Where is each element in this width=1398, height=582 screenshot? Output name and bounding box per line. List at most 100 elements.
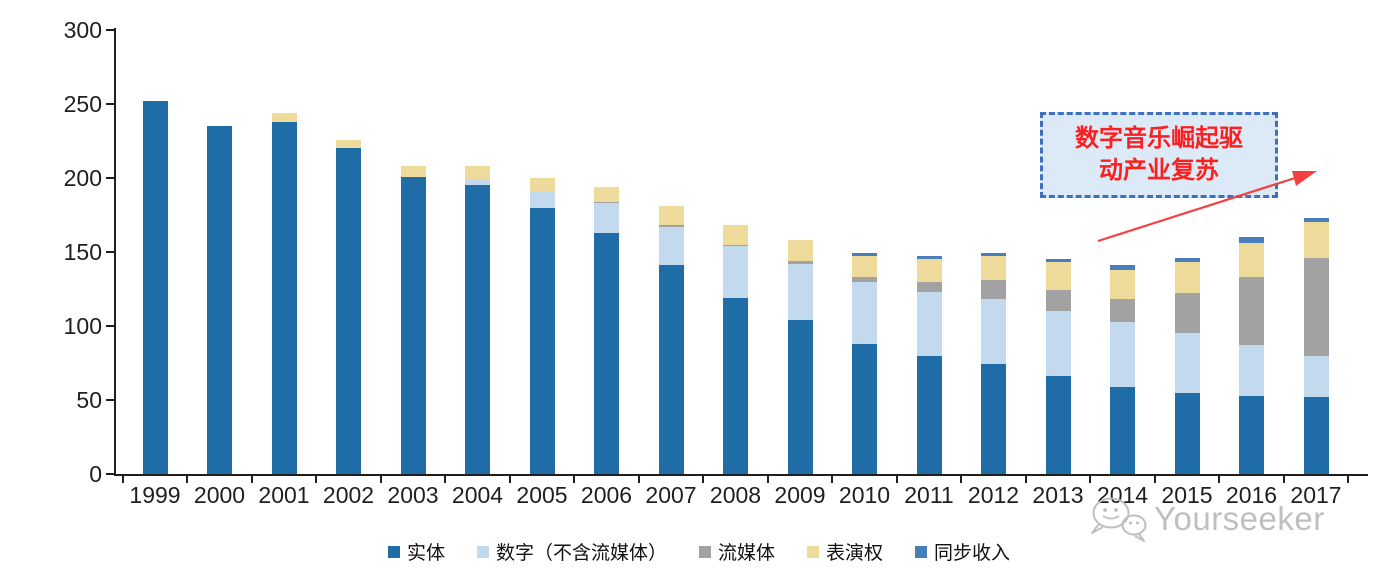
x-axis-label-2017: 2017 (1290, 482, 1342, 508)
x-axis-label-2015: 2015 (1161, 482, 1213, 508)
y-tick-label: 300 (63, 17, 102, 43)
bar-segment-performance-rights-2005 (529, 178, 555, 192)
bar-segment-performance-rights-2006 (594, 186, 619, 202)
x-axis-label-2004: 2004 (451, 482, 504, 508)
y-tick-label: 150 (63, 239, 102, 265)
bar-segment-physical-1999 (142, 101, 168, 474)
bar-segment-digital-excl-streaming-2014 (1110, 321, 1135, 387)
bar-segment-streaming-2008 (723, 244, 748, 247)
y-tick-label: 50 (76, 387, 102, 413)
legend-label-digital-excl-streaming: 数字（不含流媒体） (495, 543, 667, 564)
bar-segment-physical-2012 (981, 364, 1006, 474)
bar-segment-performance-rights-2010 (852, 256, 877, 278)
legend-item-sync-revenue: 同步收入 (915, 538, 1010, 565)
legend-item-streaming: 流媒体 (698, 538, 775, 565)
x-axis-label-2014: 2014 (1096, 482, 1149, 508)
bar-segment-physical-2017 (1303, 397, 1329, 474)
x-tick-mark (960, 476, 963, 483)
x-tick-mark (637, 476, 640, 483)
bar-segment-streaming-2013 (1045, 290, 1071, 312)
y-tick-label: 250 (63, 91, 102, 117)
y-tick-mark (106, 177, 114, 179)
bar-segment-performance-rights-2004 (465, 166, 490, 180)
bar-segment-sync-revenue-2012 (981, 253, 1006, 257)
x-tick-mark (508, 476, 511, 483)
bar-segment-performance-rights-2013 (1045, 262, 1071, 291)
x-tick-mark (250, 476, 253, 483)
bar-segment-digital-excl-streaming-2005 (529, 191, 555, 208)
x-axis-label-2001: 2001 (258, 482, 310, 508)
bar-segment-streaming-2016 (1239, 277, 1264, 346)
bar-segment-digital-excl-streaming-2010 (852, 281, 877, 344)
annotation-text-line2: 动产业复苏 (1099, 157, 1219, 184)
bar-segment-streaming-2014 (1110, 299, 1135, 322)
bar-segment-sync-revenue-2017 (1303, 217, 1329, 223)
x-axis-label-2002: 2002 (322, 482, 375, 508)
watermark-text: Yourseeker (1154, 500, 1325, 537)
y-tick-label: 100 (63, 313, 102, 339)
legend-label-performance-rights: 表演权 (826, 543, 884, 564)
bar-segment-performance-rights-2015 (1174, 262, 1200, 294)
legend-item-digital-excl-streaming: 数字（不含流媒体） (476, 538, 667, 565)
x-axis-label-2012: 2012 (967, 482, 1020, 508)
legend-swatch-performance-rights (807, 545, 819, 558)
bar-segment-sync-revenue-2015 (1174, 257, 1200, 263)
x-tick-mark (766, 476, 769, 483)
bar-segment-performance-rights-2002 (336, 139, 361, 149)
x-tick-mark (831, 476, 834, 483)
y-axis-line (114, 28, 116, 476)
bar-segment-streaming-2009 (787, 260, 813, 264)
legend-item-physical: 实体 (387, 538, 445, 565)
y-tick-label: 0 (89, 461, 102, 487)
bar-segment-digital-excl-streaming-2009 (787, 263, 813, 321)
x-tick-mark (1089, 476, 1092, 483)
y-tick-mark (106, 251, 114, 253)
x-tick-mark (379, 476, 382, 483)
x-axis-label-2010: 2010 (838, 482, 891, 508)
bar-segment-digital-excl-streaming-2013 (1045, 311, 1071, 377)
x-axis-label-2011: 2011 (904, 482, 954, 508)
x-axis-label-2006: 2006 (580, 482, 633, 508)
bar-segment-sync-revenue-2013 (1045, 259, 1071, 263)
x-tick-mark (895, 476, 898, 483)
bar-segment-performance-rights-2012 (981, 256, 1006, 281)
bar-segment-physical-2014 (1110, 386, 1135, 474)
bar-segment-performance-rights-2011 (916, 259, 942, 282)
bar-segment-digital-excl-streaming-2012 (981, 299, 1006, 365)
bar-segment-physical-2013 (1045, 376, 1071, 474)
y-tick-mark (106, 29, 114, 31)
x-axis-label-2013: 2013 (1032, 482, 1084, 508)
bar-segment-performance-rights-2007 (658, 206, 684, 226)
bar-segment-sync-revenue-2016 (1239, 237, 1264, 244)
x-tick-mark (1218, 476, 1221, 483)
x-axis-label-1999: 1999 (129, 482, 181, 508)
legend-swatch-physical (387, 545, 400, 558)
bar-segment-performance-rights-2017 (1303, 222, 1329, 258)
bar-segment-physical-2011 (916, 355, 942, 474)
bar-segment-physical-2009 (787, 320, 813, 474)
bar-segment-performance-rights-2016 (1239, 243, 1264, 278)
bar-segment-performance-rights-2014 (1110, 269, 1135, 300)
bar-segment-streaming-2011 (916, 281, 942, 292)
bar-segment-performance-rights-2001 (271, 112, 297, 122)
x-axis-line (114, 474, 1368, 476)
bar-segment-digital-excl-streaming-2015 (1174, 333, 1200, 393)
x-axis-label-2003: 2003 (387, 482, 439, 508)
bar-segment-digital-excl-streaming-2017 (1303, 355, 1329, 398)
x-axis-label-2005: 2005 (516, 482, 568, 508)
bar-segment-physical-2010 (852, 343, 877, 474)
y-tick-mark (106, 325, 114, 327)
bar-segment-performance-rights-2008 (723, 225, 748, 245)
x-tick-mark (121, 476, 124, 483)
bar-segment-streaming-2017 (1303, 257, 1329, 356)
bar-segment-streaming-2012 (981, 280, 1006, 300)
legend-swatch-streaming (698, 545, 711, 558)
bar-segment-physical-2015 (1174, 392, 1200, 474)
x-tick-mark (1024, 476, 1027, 483)
x-axis-label-2007: 2007 (645, 482, 697, 508)
bar-segment-physical-2006 (594, 232, 619, 474)
legend-label-sync-revenue: 同步收入 (934, 543, 1011, 564)
legend-label-physical: 实体 (406, 543, 445, 564)
x-tick-mark (1347, 476, 1350, 483)
bar-segment-sync-revenue-2011 (916, 256, 942, 260)
